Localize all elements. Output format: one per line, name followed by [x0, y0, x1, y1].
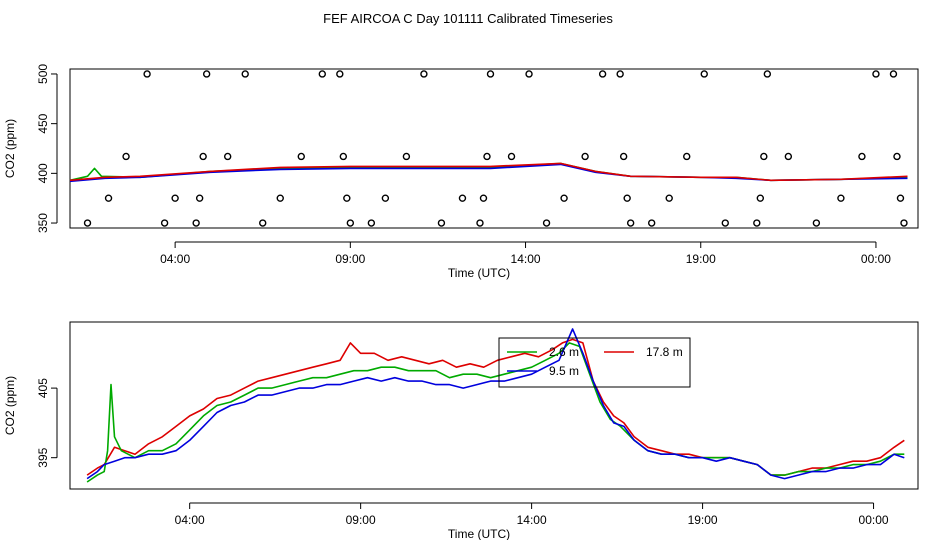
- calibration-point: [343, 194, 351, 202]
- plot-frame: [69, 321, 919, 490]
- calibration-point: [241, 70, 249, 78]
- calibration-point: [900, 219, 908, 227]
- calibration-point: [346, 219, 355, 227]
- calibration-point: [760, 152, 768, 161]
- calibration-point: [560, 194, 568, 202]
- calibration-point: [616, 70, 624, 78]
- series-line-s2: [86, 328, 905, 480]
- calibration-point: [104, 194, 113, 202]
- calibration-point: [171, 194, 179, 202]
- y-tick-label: 400: [36, 163, 50, 183]
- calibration-point: [507, 152, 516, 161]
- y-tick-label: 500: [36, 64, 50, 84]
- calibration-point: [872, 70, 880, 78]
- x-tick-label: 09:00: [335, 252, 365, 266]
- x-tick-label: 14:00: [511, 252, 541, 266]
- y-tick-label: 450: [36, 113, 50, 133]
- x-tick-label: 14:00: [517, 513, 547, 527]
- calibration-point: [756, 194, 765, 202]
- calibration-point: [665, 194, 673, 202]
- calibration-point: [683, 152, 691, 161]
- chart-title: FEF AIRCOA C Day 101111 Calibrated Times…: [323, 11, 613, 26]
- calibration-point: [367, 219, 376, 227]
- calibration-point: [297, 152, 305, 161]
- calibration-point: [276, 194, 284, 202]
- calibration-point: [763, 70, 772, 78]
- x-axis-label: Time (UTC): [448, 527, 510, 540]
- calibration-point: [896, 194, 905, 202]
- x-tick-label: 19:00: [688, 513, 718, 527]
- y-axis-label: CO2 (ppm): [3, 376, 17, 435]
- calibration-point: [458, 194, 467, 202]
- plot-frame: [69, 68, 919, 229]
- calibration-point: [160, 219, 169, 227]
- calibration-point: [626, 219, 635, 227]
- y-tick-label: 395: [36, 447, 50, 467]
- y-axis-label: CO2 (ppm): [3, 119, 17, 178]
- calibration-point: [199, 152, 207, 161]
- calibration-point: [812, 219, 821, 227]
- calibration-point: [486, 70, 495, 78]
- calibration-point: [437, 219, 446, 227]
- series-line-s3: [86, 338, 905, 476]
- legend-label: 17.8 m: [646, 345, 683, 359]
- x-axis-label: Time (UTC): [448, 266, 510, 280]
- calibration-point: [525, 70, 533, 78]
- calibration-point: [581, 152, 589, 161]
- calibration-point: [893, 152, 901, 161]
- calibration-point: [318, 70, 326, 78]
- calibration-point: [542, 219, 551, 227]
- calibration-point: [202, 70, 211, 78]
- legend-label: 2.6 m: [549, 345, 579, 359]
- x-tick-label: 09:00: [346, 513, 376, 527]
- calibration-point: [339, 152, 348, 161]
- calibration-point: [483, 152, 491, 161]
- calibration-point: [83, 219, 92, 227]
- calibration-point: [223, 152, 232, 161]
- panel-bottom-timeseries: 04:00 09:00 14:00 19:00 00:00 Time (UTC) 395 40…: [3, 321, 919, 540]
- calibration-point: [195, 194, 204, 202]
- calibration-point: [336, 70, 344, 78]
- x-tick-label: 19:00: [686, 252, 716, 266]
- calibration-point: [192, 219, 200, 227]
- x-tick-label: 04:00: [160, 252, 190, 266]
- calibration-point: [753, 219, 761, 227]
- series-line-s1: [86, 342, 905, 483]
- calibration-point: [259, 219, 267, 227]
- calibration-point: [784, 152, 793, 161]
- calibration-point: [721, 219, 729, 227]
- calibration-point: [598, 70, 607, 78]
- calibration-point: [837, 194, 845, 202]
- x-tick-label: 00:00: [861, 252, 891, 266]
- panel-top-timeseries: 04:00 09:00 14:00 19:00 00:00 Time (UTC) 350 40…: [3, 64, 919, 280]
- legend-box: [498, 337, 691, 388]
- calibration-point: [619, 152, 628, 161]
- calibration-point: [402, 152, 411, 161]
- calibration-point: [700, 70, 708, 78]
- calibration-point: [889, 70, 898, 78]
- legend-label: 9.5 m: [549, 364, 579, 378]
- calibration-point: [420, 70, 428, 78]
- y-tick-label: 405: [36, 378, 50, 398]
- calibration-point: [479, 194, 488, 202]
- calibration-point: [122, 152, 130, 161]
- series-line-s3: [69, 162, 908, 182]
- x-tick-label: 04:00: [175, 513, 205, 527]
- x-tick-label: 00:00: [859, 513, 889, 527]
- calibration-point: [623, 194, 631, 202]
- calibration-point: [858, 152, 866, 161]
- calibration-point: [143, 70, 151, 78]
- calibration-point: [381, 194, 390, 202]
- calibration-point: [647, 219, 656, 227]
- y-tick-label: 350: [36, 213, 50, 233]
- calibration-point: [476, 219, 484, 227]
